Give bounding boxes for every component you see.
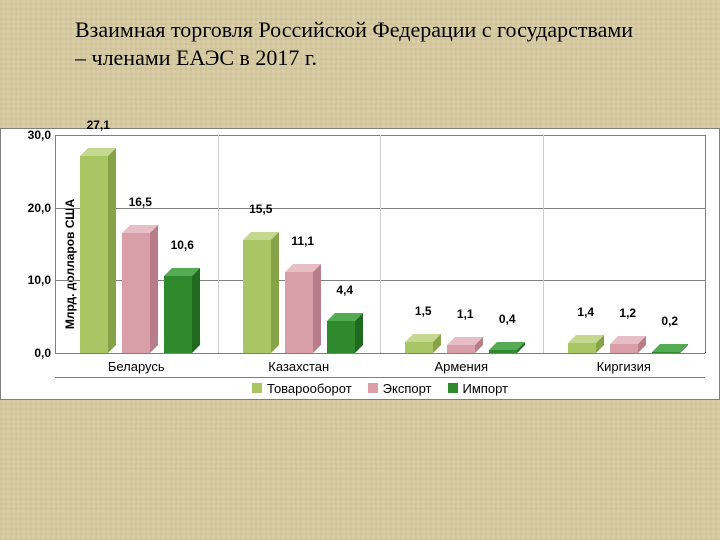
y-tick: 30,0 [11, 128, 51, 142]
bar [285, 272, 313, 353]
legend: Товарооборот Экспорт Импорт [55, 377, 705, 398]
value-label: 1,5 [415, 304, 432, 318]
y-tick: 10,0 [11, 273, 51, 287]
y-tick: 0,0 [11, 346, 51, 360]
bar [610, 344, 638, 353]
legend-label: Импорт [463, 381, 508, 396]
category-group: 27,116,510,6 [55, 135, 218, 353]
bar [164, 276, 192, 353]
legend-label: Товарооборот [267, 381, 352, 396]
category-group: 1,4 1,2 0,2 [543, 135, 706, 353]
value-label: 10,6 [171, 238, 194, 252]
legend-swatch [252, 383, 262, 393]
category-group: 15,5 11,1 4,4 [218, 135, 381, 353]
bar [80, 156, 108, 353]
axis-vline [705, 135, 706, 353]
value-label: 0,2 [661, 314, 678, 328]
legend-label: Экспорт [383, 381, 432, 396]
x-category: Киргизия [597, 359, 651, 374]
category-group: 1,5 1,1 0,4 [380, 135, 543, 353]
chart-panel: Млрд. долларов США 0,010,020,030,027,116… [0, 128, 720, 400]
bar [243, 240, 271, 353]
bar [122, 233, 150, 353]
page-title: Взаимная торговля Российской Федерации с… [75, 16, 635, 71]
bar [405, 342, 433, 353]
value-label: 1,2 [619, 306, 636, 320]
value-label: 1,1 [457, 307, 474, 321]
x-axis: Беларусь Казахстан Армения Киргизия [55, 353, 705, 373]
x-category: Беларусь [108, 359, 165, 374]
bar [327, 321, 355, 353]
legend-item: Импорт [448, 381, 508, 396]
bar [447, 345, 475, 353]
value-label: 1,4 [577, 305, 594, 319]
x-category: Армения [434, 359, 488, 374]
value-label: 27,1 [87, 118, 110, 132]
legend-item: Товарооборот [252, 381, 352, 396]
value-label: 4,4 [336, 283, 353, 297]
value-label: 11,1 [291, 234, 314, 248]
plot-area: 0,010,020,030,027,116,510,615,511,14,41,… [55, 135, 705, 353]
value-label: 15,5 [249, 202, 272, 216]
value-label: 16,5 [129, 195, 152, 209]
x-category: Казахстан [268, 359, 329, 374]
value-label: 0,4 [499, 312, 516, 326]
legend-swatch [448, 383, 458, 393]
legend-item: Экспорт [368, 381, 432, 396]
legend-swatch [368, 383, 378, 393]
bar [568, 343, 596, 353]
y-tick: 20,0 [11, 201, 51, 215]
